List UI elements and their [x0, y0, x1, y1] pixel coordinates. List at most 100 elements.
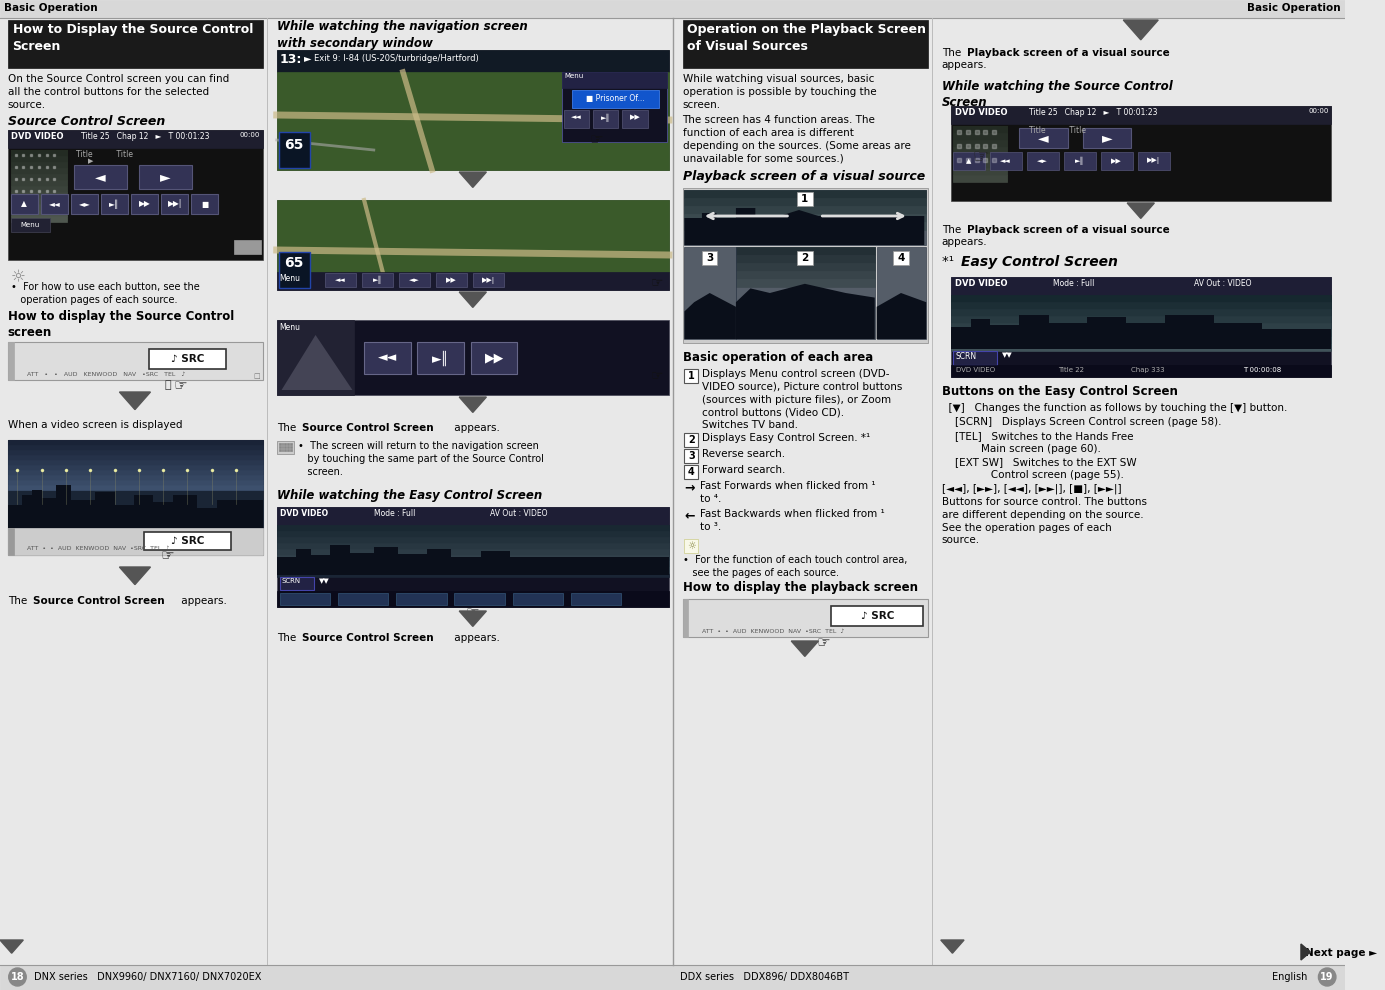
Bar	[684, 449, 698, 463]
Text: Exit 9: I-84 (US-20S/turbridge/Hartford): Exit 9: I-84 (US-20S/turbridge/Hartford)	[313, 54, 478, 63]
Bar	[735, 279, 875, 287]
Text: ▶: ▶	[87, 158, 93, 164]
Bar	[361, 273, 393, 287]
Text: Title          Title: Title Title	[1029, 126, 1086, 135]
Text: ♪ SRC: ♪ SRC	[170, 354, 204, 364]
Bar	[364, 342, 411, 374]
Bar	[1138, 152, 1170, 170]
Bar	[951, 365, 1331, 377]
Text: Basic operation of each area: Basic operation of each area	[683, 351, 873, 364]
Text: ►║: ►║	[109, 199, 120, 209]
Bar	[472, 273, 504, 287]
Text: SCRN: SCRN	[956, 352, 976, 361]
Text: Playback screen of a visual source: Playback screen of a visual source	[683, 170, 925, 183]
Polygon shape	[460, 611, 486, 627]
Bar	[683, 599, 928, 637]
Bar	[11, 192, 66, 198]
Polygon shape	[277, 545, 669, 575]
Bar	[8, 342, 263, 380]
Text: 65: 65	[284, 138, 303, 152]
Bar	[735, 247, 875, 255]
Text: 4: 4	[897, 253, 904, 263]
Bar	[11, 168, 66, 174]
Bar	[951, 277, 1331, 377]
Text: Fast Backwards when flicked from ¹
to ³.: Fast Backwards when flicked from ¹ to ³.	[699, 509, 885, 532]
Text: The: The	[942, 48, 964, 58]
Bar	[281, 449, 284, 451]
Bar	[234, 240, 262, 254]
Bar	[11, 198, 66, 204]
Bar	[11, 216, 66, 222]
Bar	[277, 531, 669, 537]
Text: Playback screen of a visual source: Playback screen of a visual source	[967, 48, 1170, 58]
Text: ☞: ☞	[465, 605, 479, 620]
Polygon shape	[460, 172, 486, 187]
Text: ►║: ►║	[373, 276, 382, 284]
Text: Menu: Menu	[280, 274, 301, 283]
Bar	[951, 309, 1331, 316]
Text: 4: 4	[688, 467, 695, 477]
Text: appears.: appears.	[177, 596, 227, 606]
Bar	[831, 606, 924, 626]
Bar	[684, 190, 927, 245]
Text: DVD VIDEO: DVD VIDEO	[280, 509, 328, 518]
Text: Reverse search.: Reverse search.	[702, 449, 785, 459]
Bar	[8, 342, 14, 380]
Bar	[953, 161, 1007, 168]
Polygon shape	[1123, 20, 1158, 40]
Bar	[1101, 152, 1133, 170]
Bar	[138, 165, 193, 189]
Bar	[277, 537, 669, 543]
Bar	[0, 0, 1345, 18]
Bar	[8, 528, 263, 555]
Polygon shape	[281, 335, 352, 390]
Bar	[684, 539, 698, 553]
Text: ▼▼: ▼▼	[1001, 352, 1012, 358]
Bar	[684, 433, 698, 447]
Bar	[191, 194, 219, 214]
Bar	[454, 593, 506, 605]
Bar	[798, 192, 813, 206]
Text: □: □	[253, 373, 260, 379]
Bar	[684, 198, 927, 206]
Bar	[684, 214, 927, 222]
Bar	[11, 150, 66, 220]
Bar	[684, 465, 698, 479]
Bar	[284, 446, 287, 448]
Bar	[287, 449, 289, 451]
Bar	[684, 222, 927, 230]
Bar	[684, 190, 927, 198]
Text: •  For the function of each touch control area,
   see the pages of each source.: • For the function of each touch control…	[683, 555, 907, 578]
Bar	[11, 162, 66, 168]
Text: Source Control Screen: Source Control Screen	[33, 596, 165, 606]
Bar	[291, 446, 292, 448]
Bar	[562, 72, 668, 142]
Text: ☞: ☞	[173, 378, 187, 393]
Text: Next page ►: Next page ►	[1305, 948, 1377, 958]
Bar	[277, 507, 669, 525]
Bar	[471, 342, 518, 374]
Bar	[735, 271, 875, 279]
Bar	[951, 337, 1331, 344]
Bar	[132, 194, 158, 214]
Text: ATT   •   •   AUD   KENWOOD   NAV   •SRC   TEL   ♪: ATT • • AUD KENWOOD NAV •SRC TEL ♪	[28, 372, 186, 377]
Text: appears.: appears.	[452, 633, 500, 643]
Text: While watching visual sources, basic
operation is possible by touching the
scree: While watching visual sources, basic ope…	[683, 74, 877, 110]
Bar	[278, 252, 310, 288]
Text: T 00:00:08: T 00:00:08	[1242, 367, 1281, 373]
Bar	[951, 302, 1331, 309]
Bar	[735, 263, 875, 271]
Polygon shape	[460, 397, 486, 413]
Text: The screen has 4 function areas. The
function of each area is different
dependin: The screen has 4 function areas. The fun…	[683, 115, 910, 163]
Text: ▶▶: ▶▶	[138, 200, 151, 209]
Text: Forward search.: Forward search.	[702, 465, 785, 475]
Text: ◄◄: ◄◄	[48, 200, 60, 209]
Bar	[277, 50, 669, 170]
Text: The: The	[942, 225, 964, 235]
Bar	[148, 349, 226, 369]
Text: ♪ SRC: ♪ SRC	[170, 536, 204, 546]
Text: ►║: ►║	[601, 114, 611, 123]
Text: ←: ←	[684, 509, 695, 522]
Text: ☞: ☞	[161, 548, 175, 563]
Bar	[277, 441, 294, 454]
